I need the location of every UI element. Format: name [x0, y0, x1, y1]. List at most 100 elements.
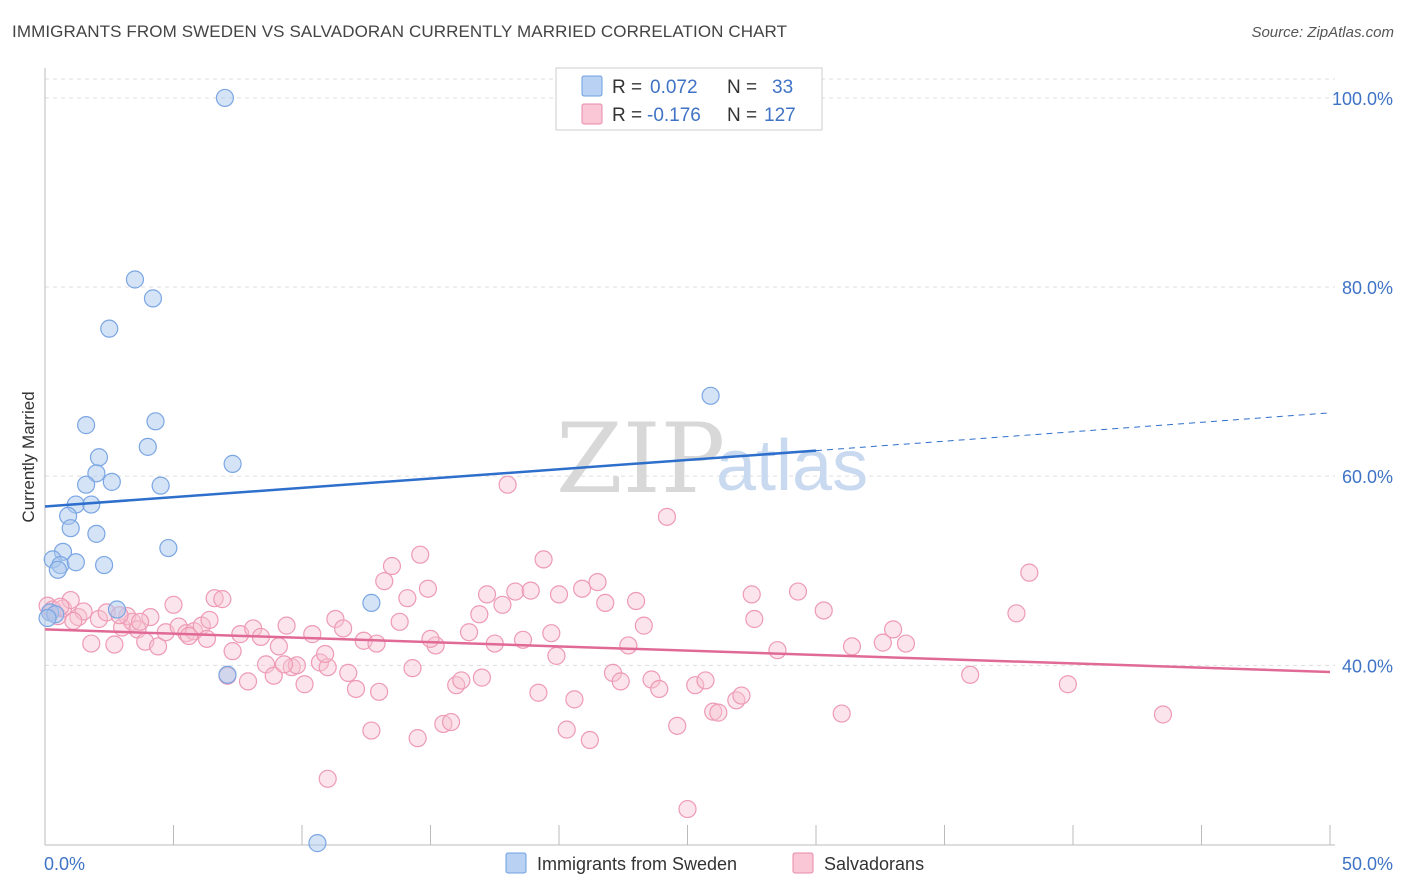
salvadorans-point-54 — [403, 659, 422, 678]
salvadorans-point-28 — [223, 642, 242, 661]
sweden-point-23 — [66, 553, 85, 572]
sweden-point-1 — [125, 270, 145, 289]
salvadorans-point-75 — [557, 720, 576, 739]
salvadorans-point-56 — [418, 579, 438, 598]
legend-r-value-salvadorans: -0.176 — [647, 105, 701, 126]
legend-n-value-sweden: 33 — [772, 77, 793, 98]
legend-swatch-salvadorans — [581, 103, 603, 125]
sweden-point-13 — [151, 476, 170, 495]
sweden-point-26 — [362, 593, 381, 613]
salvadorans-point-16 — [141, 607, 160, 627]
salvadorans-trend-line — [44, 628, 1331, 674]
salvadorans-point-50 — [375, 572, 394, 591]
salvadorans-point-66 — [493, 595, 512, 614]
salvadorans-point-107 — [961, 665, 980, 684]
watermark: ZIP atlas — [556, 403, 868, 515]
salvadorans-point-96 — [732, 686, 751, 705]
salvadorans-point-106 — [896, 634, 916, 653]
salvadorans-point-83 — [619, 636, 638, 655]
salvadorans-point-93 — [704, 702, 723, 721]
salvadorans-point-63 — [470, 605, 489, 624]
x-tick-labels: 0.0% 50.0% — [44, 854, 1393, 874]
salvadorans-point-104 — [873, 633, 892, 652]
salvadorans-point-52 — [390, 612, 409, 631]
y-tick-label-3: 100.0% — [1332, 89, 1393, 109]
sweden-point-5 — [77, 416, 96, 435]
salvadorans-point-36 — [277, 616, 296, 635]
salvadorans-point-45 — [339, 663, 358, 682]
salvadorans-point-39 — [295, 675, 314, 694]
sweden-point-3 — [100, 319, 119, 338]
sweden-point-28 — [107, 600, 127, 619]
salvadorans-point-48 — [362, 721, 381, 740]
salvadorans-point-91 — [686, 676, 705, 695]
sweden-point-9 — [223, 454, 242, 473]
chart-title: IMMIGRANTS FROM SWEDEN VS SALVADORAN CUR… — [12, 22, 788, 41]
legend-r-value-sweden: 0.072 — [650, 77, 698, 98]
legend: R = 0.072 N = 33 R = -0.176 N = 127 — [555, 67, 823, 131]
bottom-legend: Immigrants from Sweden Salvadorans — [505, 852, 924, 874]
source-credit: Source: ZipAtlas.com — [1251, 24, 1394, 41]
axes — [44, 68, 1335, 846]
legend-r-label-sweden: R = — [612, 77, 642, 98]
y-axis-label: Currently Married — [19, 391, 38, 522]
salvadorans-point-87 — [650, 679, 669, 699]
salvadorans-point-24 — [200, 610, 219, 630]
sweden-point-19 — [159, 538, 178, 558]
salvadorans-point-92 — [696, 671, 715, 690]
legend-swatch-sweden — [581, 75, 603, 97]
salvadorans-point-68 — [506, 582, 525, 601]
salvadorans-point-111 — [1153, 705, 1173, 724]
salvadorans-point-46 — [346, 679, 366, 699]
salvadorans-point-126 — [408, 729, 427, 748]
salvadorans-point-38 — [287, 656, 306, 675]
salvadorans-point-34 — [264, 666, 283, 685]
salvadorans-point-73 — [542, 624, 561, 643]
salvadorans-point-124 — [547, 646, 566, 665]
y-tick-label-0: 40.0% — [1342, 656, 1393, 676]
sweden-point-12 — [77, 475, 96, 494]
salvadorans-point-97 — [742, 585, 761, 604]
legend-n-value-salvadorans: 127 — [764, 105, 796, 126]
salvadorans-point-25 — [205, 589, 224, 608]
sweden-point-4 — [701, 386, 720, 405]
sweden-point-32 — [38, 608, 57, 628]
salvadorans-point-67 — [498, 475, 517, 494]
sweden-trend-line — [44, 449, 817, 508]
sweden-point-0 — [215, 88, 234, 108]
sweden-points — [38, 88, 720, 853]
salvadorans-point-122 — [421, 629, 440, 648]
salvadorans-point-61 — [452, 671, 471, 690]
sweden-point-30 — [218, 665, 237, 684]
salvadorans-point-90 — [678, 799, 697, 819]
salvadorans-point-62 — [459, 623, 479, 642]
salvadorans-point-77 — [573, 579, 592, 598]
x-tick-label-1: 50.0% — [1342, 854, 1393, 874]
salvadorans-point-103 — [842, 637, 862, 656]
sweden-point-18 — [87, 524, 106, 543]
salvadorans-point-118 — [197, 629, 217, 648]
trend-lines — [44, 412, 1331, 674]
salvadorans-point-4 — [61, 590, 80, 610]
sweden-point-10 — [87, 464, 106, 483]
salvadorans-point-30 — [238, 672, 258, 691]
salvadorans-point-85 — [634, 616, 653, 635]
salvadorans-point-78 — [580, 730, 599, 750]
sweden-point-2 — [143, 289, 163, 308]
salvadorans-point-7 — [82, 634, 101, 653]
salvadorans-point-108 — [1007, 604, 1026, 623]
salvadorans-point-26 — [213, 590, 232, 609]
salvadorans-point-59 — [441, 712, 461, 732]
salvadorans-point-120 — [316, 644, 335, 664]
salvadorans-point-19 — [164, 595, 183, 614]
salvadorans-point-121 — [367, 634, 386, 653]
bottom-legend-swatch-salvadorans — [792, 852, 814, 874]
salvadorans-point-84 — [626, 591, 646, 611]
salvadorans-point-110 — [1058, 675, 1077, 694]
bottom-legend-label-sweden: Immigrants from Sweden — [537, 854, 737, 874]
salvadorans-point-88 — [657, 507, 677, 526]
salvadorans-point-105 — [883, 620, 903, 639]
salvadorans-point-89 — [668, 716, 687, 735]
salvadorans-point-101 — [814, 601, 833, 620]
salvadorans-point-43 — [326, 609, 345, 629]
